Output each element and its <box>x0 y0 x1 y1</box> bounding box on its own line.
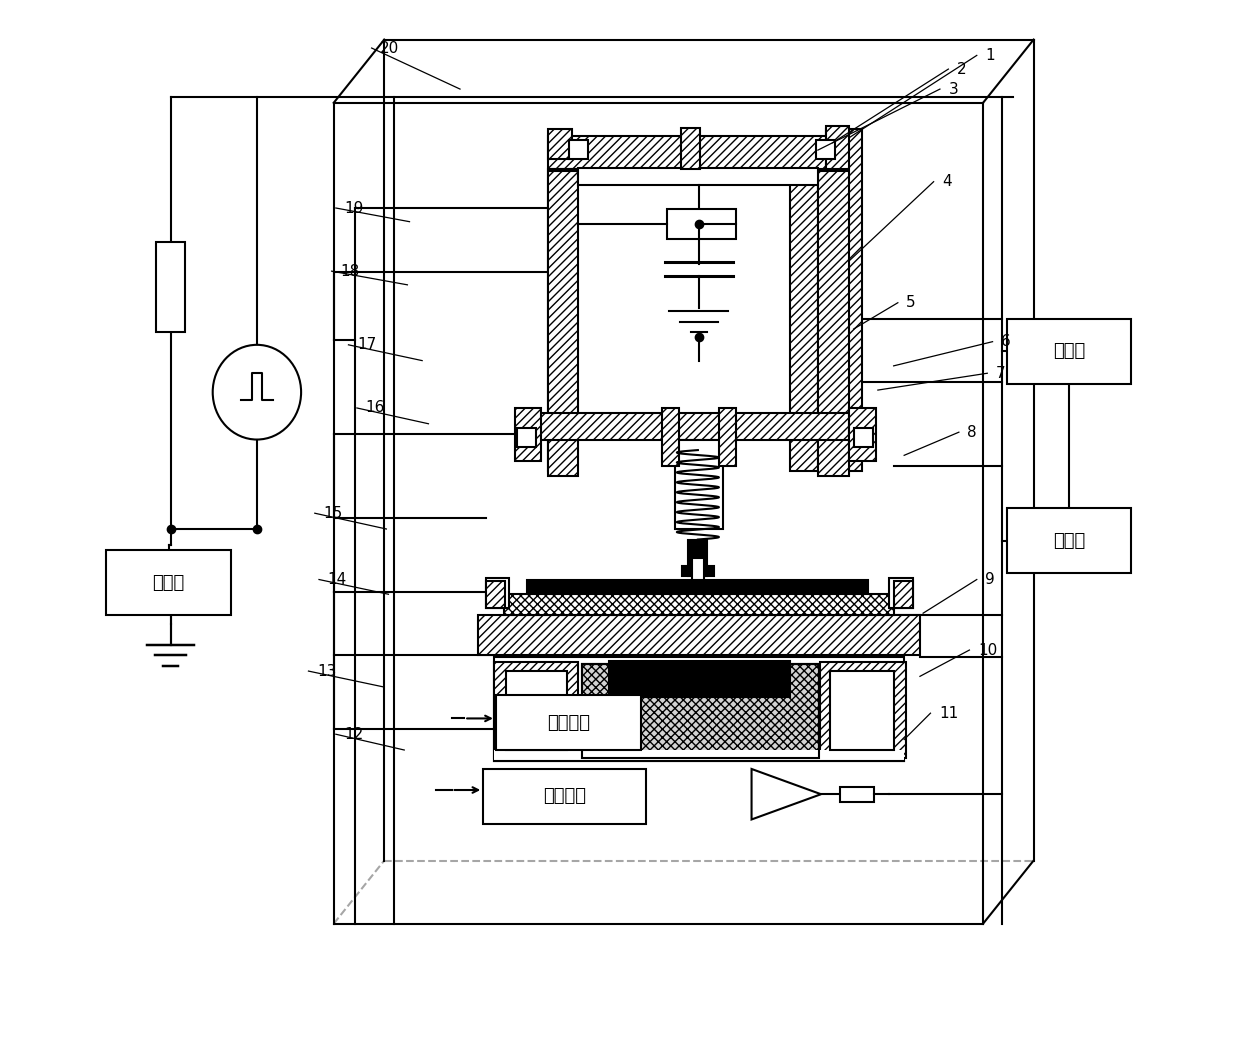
Bar <box>484 769 646 824</box>
Ellipse shape <box>213 345 301 439</box>
Text: 3: 3 <box>949 81 959 96</box>
Bar <box>820 661 906 759</box>
Bar <box>889 579 913 608</box>
Bar <box>818 171 849 476</box>
Bar <box>894 581 913 608</box>
Text: 4: 4 <box>942 175 951 189</box>
Bar <box>1007 318 1131 384</box>
Text: 15: 15 <box>324 506 342 521</box>
Bar <box>826 129 862 471</box>
Text: 9: 9 <box>986 572 994 587</box>
Bar <box>505 595 894 616</box>
Text: 14: 14 <box>327 572 347 587</box>
Bar <box>790 169 818 471</box>
Text: 17: 17 <box>357 338 376 352</box>
Bar <box>505 595 894 616</box>
Text: 11: 11 <box>939 706 959 720</box>
Bar <box>548 169 575 471</box>
Bar <box>548 171 578 476</box>
Bar <box>681 128 701 169</box>
Bar <box>486 579 510 608</box>
Bar <box>667 209 735 238</box>
Text: 1: 1 <box>986 48 994 62</box>
Bar <box>515 408 541 460</box>
Text: 10: 10 <box>978 642 997 657</box>
Bar <box>486 581 505 608</box>
Bar <box>839 787 874 802</box>
Bar <box>831 671 894 750</box>
Bar <box>820 661 906 759</box>
Text: 高压源: 高压源 <box>153 573 185 591</box>
Bar <box>849 408 875 460</box>
Bar <box>477 616 920 655</box>
Text: 7: 7 <box>996 366 1006 381</box>
Text: 低温油浴: 低温油浴 <box>543 787 587 805</box>
Bar <box>548 136 849 169</box>
Bar <box>826 129 862 471</box>
Bar <box>494 661 578 759</box>
Bar <box>494 661 578 759</box>
Bar <box>496 695 641 750</box>
Bar <box>548 129 572 159</box>
Bar <box>681 128 701 169</box>
Bar <box>569 140 589 159</box>
Bar <box>675 439 723 529</box>
Bar <box>578 168 818 185</box>
Bar <box>610 660 790 697</box>
Bar <box>818 171 849 476</box>
Bar <box>719 408 735 466</box>
Bar <box>582 663 818 759</box>
Text: 13: 13 <box>317 663 336 678</box>
Bar <box>1007 508 1131 573</box>
Text: 示波器: 示波器 <box>1053 531 1085 549</box>
Text: 19: 19 <box>345 201 363 216</box>
Bar <box>826 126 849 169</box>
Bar <box>894 581 913 608</box>
Text: 12: 12 <box>345 727 363 742</box>
Text: 高温油浴: 高温油浴 <box>547 714 590 732</box>
Text: 计算机: 计算机 <box>1053 342 1085 360</box>
Bar <box>582 663 818 759</box>
Bar <box>107 550 231 616</box>
Bar <box>486 581 505 608</box>
Bar <box>662 408 680 466</box>
Bar <box>506 671 568 750</box>
Text: 18: 18 <box>340 263 360 278</box>
Text: 2: 2 <box>957 61 966 76</box>
Bar <box>536 414 849 439</box>
Bar <box>548 171 578 476</box>
Polygon shape <box>751 769 821 820</box>
Bar <box>548 169 575 471</box>
Bar <box>536 414 849 439</box>
Text: 6: 6 <box>1001 334 1011 349</box>
Bar <box>826 126 849 169</box>
Bar <box>790 169 818 471</box>
Bar <box>849 408 875 460</box>
Bar <box>682 566 714 577</box>
Bar <box>853 428 873 446</box>
Bar <box>719 408 735 466</box>
Bar <box>527 580 868 595</box>
Bar <box>816 140 835 159</box>
Bar <box>548 129 572 159</box>
Bar <box>517 428 536 446</box>
Text: 16: 16 <box>366 401 384 416</box>
Bar <box>515 408 541 460</box>
Text: 8: 8 <box>967 424 977 440</box>
Bar <box>477 616 920 655</box>
Bar <box>548 136 849 169</box>
Text: 5: 5 <box>906 295 916 310</box>
Text: 20: 20 <box>379 40 399 55</box>
Bar <box>156 242 185 331</box>
Bar <box>662 408 680 466</box>
Bar <box>494 750 904 761</box>
Bar <box>582 663 818 759</box>
Bar <box>688 540 707 577</box>
Bar <box>692 559 704 580</box>
Bar <box>494 657 904 761</box>
